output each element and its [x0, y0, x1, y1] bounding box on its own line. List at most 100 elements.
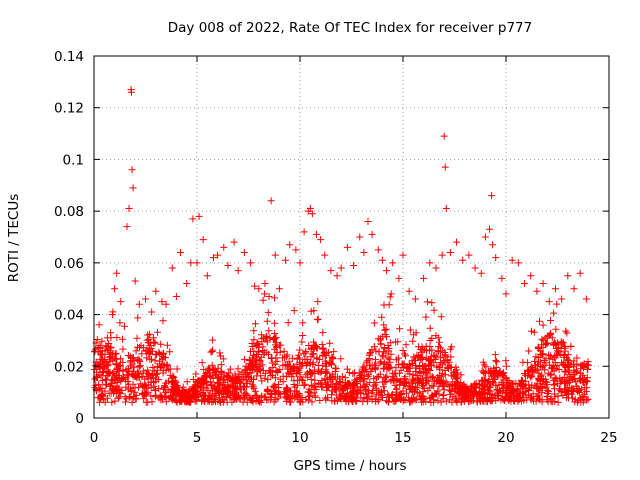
roti-point [135, 300, 143, 308]
roti-point [125, 205, 133, 213]
roti-point [405, 287, 413, 295]
roti-point [364, 217, 372, 225]
roti-point [203, 272, 211, 280]
roti-point [420, 274, 428, 282]
roti-point [545, 298, 553, 306]
roti-point [477, 269, 485, 277]
roti-point [109, 311, 117, 319]
roti-point [220, 243, 228, 251]
roti-point [564, 272, 572, 280]
roti-point [152, 287, 160, 295]
roti-point [498, 274, 506, 282]
roti-point [426, 259, 434, 267]
roti-point [117, 298, 125, 306]
roti-point [131, 277, 139, 285]
x-tick-label: 5 [193, 430, 202, 446]
roti-point [199, 236, 207, 244]
roti-point [128, 166, 136, 174]
roti-point [292, 246, 300, 254]
roti-point [440, 132, 448, 140]
roti-point [327, 267, 335, 275]
roti-point [558, 295, 566, 303]
x-tick-label: 15 [394, 430, 411, 446]
roti-point [432, 264, 440, 272]
roti-point [286, 241, 294, 249]
roti-point [465, 251, 473, 259]
x-tick-label: 0 [90, 430, 99, 446]
roti-point [306, 205, 314, 213]
y-tick-label: 0.1 [63, 152, 84, 168]
roti-point [129, 184, 137, 192]
roti-point [312, 230, 320, 238]
roti-point [399, 251, 407, 259]
roti-point [251, 282, 259, 290]
y-tick-label: 0.14 [54, 49, 84, 65]
roti-point [533, 287, 541, 295]
roti-point [551, 285, 559, 293]
roti-point [193, 259, 201, 267]
x-tick-label: 10 [291, 430, 308, 446]
roti-point [240, 249, 248, 257]
roti-point [446, 249, 454, 257]
roti-point [148, 308, 156, 316]
roti-point [127, 88, 135, 96]
roti-point-cloud [90, 290, 592, 406]
y-tick-label: 0.04 [54, 308, 84, 324]
y-tick-label: 0 [75, 411, 84, 427]
roti-point [102, 344, 110, 352]
roti-point [214, 251, 222, 259]
roti-point [123, 223, 131, 231]
roti-point [187, 259, 195, 267]
roti-point [438, 251, 446, 259]
roti-point [255, 285, 263, 293]
roti-point [261, 280, 269, 288]
x-axis-ticks: 0 5 10 15 20 25 [90, 56, 618, 446]
data-points [90, 86, 592, 406]
roti-point [113, 269, 121, 277]
roti-point [488, 192, 496, 200]
roti-point [441, 163, 449, 171]
roti-point [317, 236, 325, 244]
roti-point [374, 246, 382, 254]
roti-point [502, 290, 510, 298]
roti-point [582, 295, 590, 303]
roti-point [209, 254, 217, 262]
roti-point [271, 251, 279, 259]
roti-point [230, 238, 238, 246]
roti-point [265, 292, 273, 300]
roti-point [508, 256, 516, 264]
roti-point [337, 264, 345, 272]
roti-point [300, 228, 308, 236]
roti-point [96, 342, 104, 350]
roti-point [183, 280, 191, 288]
roti-point [177, 249, 185, 257]
roti-point [321, 251, 329, 259]
roti-point [521, 280, 529, 288]
roti-point [459, 256, 467, 264]
roti-point [267, 197, 275, 205]
roti-point [383, 267, 391, 275]
roti-point [308, 210, 316, 218]
x-tick-label: 25 [600, 430, 617, 446]
roti-point [158, 298, 166, 306]
chart-title: Day 008 of 2022, Rate Of TEC Index for r… [168, 20, 532, 36]
roti-point [481, 233, 489, 241]
roti-point [350, 261, 358, 269]
roti-point [442, 205, 450, 213]
roti-point [172, 292, 180, 300]
roti-point [296, 259, 304, 267]
roti-point [343, 243, 351, 251]
y-axis-label: ROTI / TECUs [6, 194, 22, 282]
roti-point [162, 300, 170, 308]
roti-point [234, 267, 242, 275]
roti-point [453, 238, 461, 246]
roti-point [142, 295, 149, 303]
y-tick-label: 0.12 [54, 101, 84, 117]
roti-point [395, 274, 403, 282]
roti-point [333, 272, 341, 280]
roti-point [576, 269, 584, 277]
grid-lines [94, 56, 609, 418]
roti-point [539, 280, 547, 288]
roti-point [224, 261, 232, 269]
